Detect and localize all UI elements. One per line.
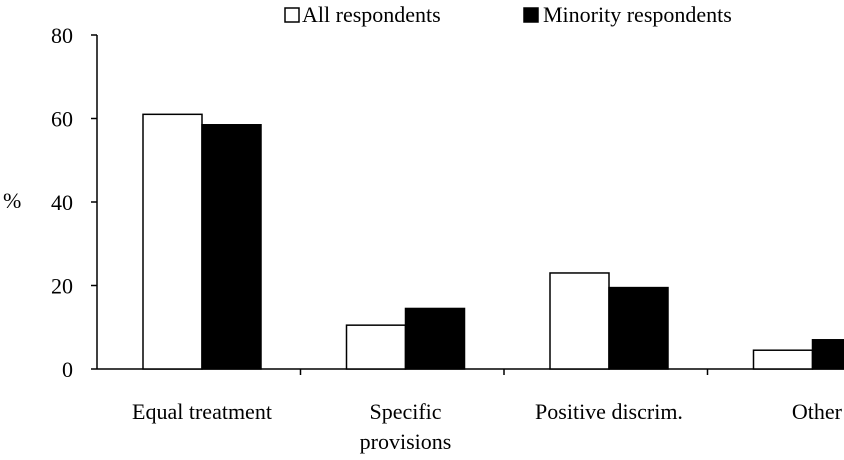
y-tick-label: 0: [62, 357, 73, 382]
x-category-label: Positive discrim.: [535, 399, 683, 424]
bar-minority-2: [608, 286, 669, 370]
bar-all-0: [142, 113, 203, 370]
bars: [142, 113, 844, 370]
y-tick-label: 40: [51, 190, 73, 215]
bar-all-2: [549, 272, 610, 370]
y-axis-label: %: [3, 188, 21, 213]
legend-label-minority-respondents: Minority respondents: [543, 2, 732, 27]
bar-all-1: [345, 324, 407, 370]
bar-all-3: [752, 349, 814, 370]
y-ticks: 0 20 40 60 80: [51, 23, 97, 382]
x-category-label: Equal treatment: [132, 399, 272, 424]
y-tick-label: 80: [51, 23, 73, 48]
x-category-label: Other: [792, 399, 843, 424]
bar-minority-3: [811, 339, 844, 370]
legend-swatch-all-respondents: [284, 7, 300, 23]
x-category-label: Specific: [369, 399, 441, 424]
y-tick-label: 60: [51, 107, 73, 132]
bar-minority-0: [201, 124, 262, 370]
y-tick-label: 20: [51, 274, 73, 299]
bar-minority-1: [404, 307, 466, 370]
x-category-label: provisions: [360, 429, 452, 454]
legend-swatch-minority-respondents: [523, 7, 539, 23]
legend-label-all-respondents: All respondents: [302, 2, 441, 27]
legend: All respondents Minority respondents: [284, 2, 732, 27]
x-category-labels: Equal treatment Specific provisions Positiv…: [132, 399, 843, 454]
